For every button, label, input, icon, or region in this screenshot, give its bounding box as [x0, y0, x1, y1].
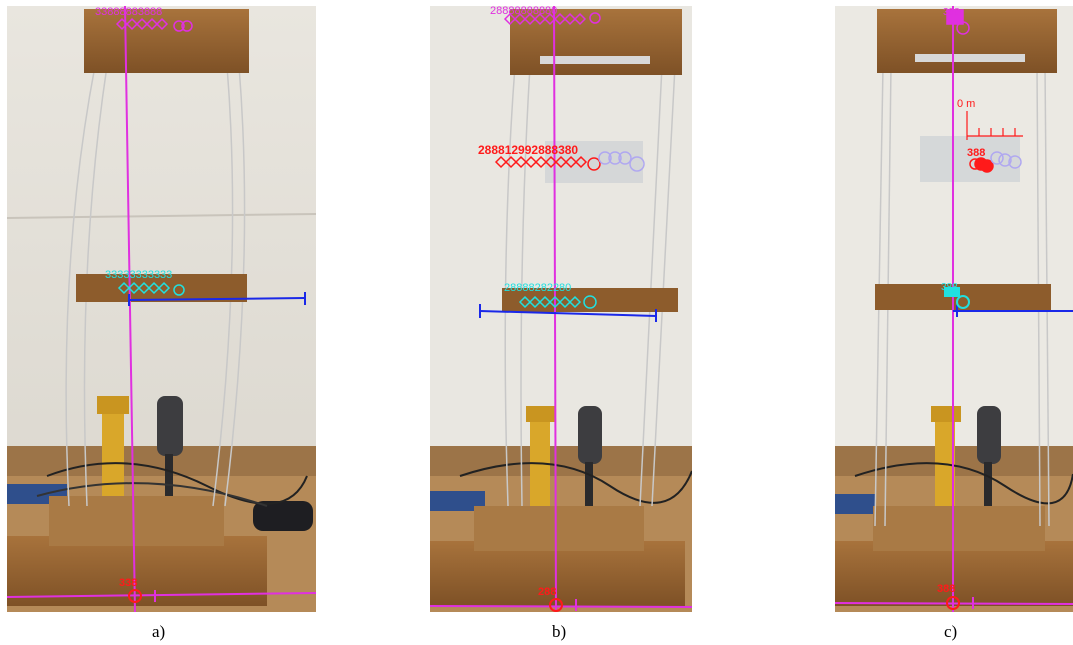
base-block — [430, 541, 685, 606]
magenta-markers — [115, 17, 193, 32]
microphone — [977, 406, 1001, 464]
red-track-label: 288812992888380 — [478, 143, 578, 157]
mid-track-label: 33333333333 — [105, 269, 172, 281]
mid-track-label: 388 — [941, 282, 958, 293]
magenta-markers — [946, 9, 970, 35]
top-track-label: 388 — [943, 7, 960, 18]
cyan-markers — [944, 287, 970, 309]
red-track-label: 388 — [967, 147, 985, 159]
drill — [935, 411, 955, 506]
red-anchor-marker — [946, 596, 960, 610]
red-anchor-marker — [549, 598, 563, 612]
bottom-track-label: 388 — [937, 583, 955, 595]
microphone — [578, 406, 602, 464]
panel-c: 0 m 388 388 388 388 — [835, 6, 1073, 612]
mid-track-label: 28888282280 — [504, 282, 571, 294]
drill — [102, 401, 124, 501]
microphone — [157, 396, 183, 456]
blue-axis-line — [479, 310, 657, 317]
magenta-track-line — [553, 6, 557, 612]
panel-c-photo: 0 m 388 388 388 388 — [835, 6, 1073, 612]
magenta-track-line — [124, 6, 136, 612]
lavender-markers — [990, 151, 1022, 169]
magenta-markers — [503, 12, 601, 26]
panel-a: 33888883888 33333333333 338 — [7, 6, 316, 612]
scale-label: 0 m — [957, 98, 975, 110]
panel-b-photo: 28888888880 288812992888380 28888282280 … — [430, 6, 692, 612]
panel-a-photo: 33888883888 33333333333 338 — [7, 6, 316, 612]
panel-b: 28888888880 288812992888380 28888282280 … — [430, 6, 692, 612]
caption-a: a) — [152, 622, 166, 641]
caption-b: b) — [552, 622, 567, 641]
cyan-markers — [117, 281, 185, 296]
red-markers — [969, 157, 994, 173]
ground-line — [835, 602, 1073, 605]
ground-line — [7, 592, 316, 598]
lavender-markers — [598, 151, 645, 172]
top-block — [877, 9, 1057, 73]
top-track-label: 28888888880 — [490, 6, 557, 17]
scale-ruler — [966, 111, 1023, 140]
sensor-housing — [545, 141, 643, 183]
drill — [530, 411, 550, 506]
caption-c: c) — [944, 622, 958, 641]
base-riser — [873, 506, 1045, 551]
middle-block — [76, 274, 247, 302]
top-block — [84, 9, 249, 73]
sensor-housing — [920, 136, 1020, 182]
top-track-label: 33888883888 — [95, 6, 162, 18]
bottom-track-label: 338 — [119, 577, 137, 589]
blue-axis-line — [128, 297, 306, 301]
base-riser — [474, 506, 644, 551]
base-riser — [49, 496, 224, 546]
red-markers — [494, 155, 601, 171]
red-anchor-marker — [128, 589, 142, 603]
cyan-markers — [518, 295, 597, 309]
bottom-track-label: 288 — [538, 586, 556, 598]
